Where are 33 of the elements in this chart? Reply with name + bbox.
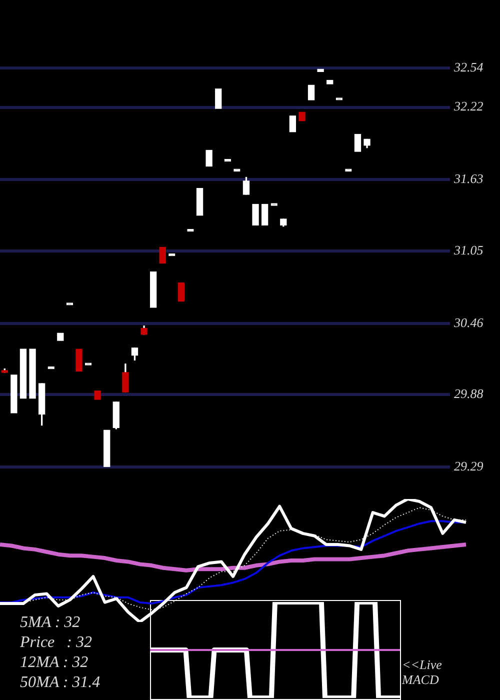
y-tick-label: 31.05 xyxy=(453,242,484,258)
y-tick-label: 30.46 xyxy=(453,314,484,330)
candlestick xyxy=(94,390,101,400)
candlestick xyxy=(206,150,212,167)
candlestick xyxy=(104,430,110,467)
text: 12MA : 32 xyxy=(20,653,90,673)
text: 50MA : 31.4 xyxy=(20,673,102,693)
annotation: 5MA : 32 xyxy=(20,613,82,633)
candlestick xyxy=(317,68,324,72)
text: Price : 32 xyxy=(20,633,93,653)
candlestick xyxy=(178,282,185,302)
candlestick xyxy=(289,116,296,132)
y-tick-label: 31.63 xyxy=(453,171,484,186)
y-tick-label: 32.22 xyxy=(453,98,484,114)
candlestick xyxy=(29,348,36,399)
y-tick-label: 29.88 xyxy=(454,386,484,401)
text: <<Live MACD xyxy=(402,657,443,687)
candlestick xyxy=(215,88,222,109)
candlestick xyxy=(252,204,259,226)
candlestick xyxy=(159,246,166,264)
candlestick xyxy=(326,80,334,84)
candlestick xyxy=(76,348,82,372)
candlestick xyxy=(57,332,64,341)
candlestick xyxy=(308,84,315,100)
candlestick xyxy=(298,112,306,122)
candlestick xyxy=(20,348,27,399)
candlestick xyxy=(150,271,157,308)
y-tick-label: 29.29 xyxy=(454,458,484,474)
y-tick-label: 32.54 xyxy=(453,59,484,74)
candlestick xyxy=(10,374,18,414)
candlestick xyxy=(261,204,268,226)
candlestick xyxy=(354,134,362,152)
candlestick xyxy=(196,188,204,216)
